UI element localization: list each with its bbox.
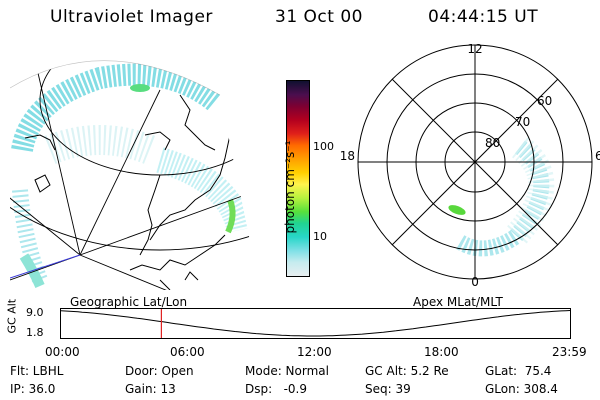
status-door: Door: Open (125, 364, 194, 378)
auroral-emission (11, 63, 253, 288)
x-tick-0000: 00:00 (45, 345, 80, 359)
mlt-label-12: 12 (467, 42, 482, 56)
left-panel-caption: Geographic Lat/Lon (70, 295, 188, 309)
colorbar-gradient (287, 81, 309, 276)
x-tick-1800: 18:00 (424, 345, 459, 359)
status-mode: Mode: Normal (245, 364, 329, 378)
mlt-label-0: 0 (471, 275, 479, 289)
y-tick-9: 9.0 (26, 306, 44, 319)
mlat-label-70: 70 (515, 115, 530, 129)
status-filter: Flt: LBHL (10, 364, 64, 378)
mlt-label-18: 18 (340, 149, 355, 163)
observation-time: 04:44:15 UT (428, 7, 539, 27)
polar-mlt-plot: 12 0 18 6 60 70 80 (340, 42, 600, 289)
status-dsp: Dsp: -0.9 (245, 382, 308, 396)
status-gain: Gain: 13 (125, 382, 176, 396)
altitude-timeline (60, 308, 571, 339)
status-ip: IP: 36.0 (10, 382, 56, 396)
y-tick-1-8: 1.8 (26, 326, 44, 339)
graticule (10, 60, 260, 290)
coastlines (24, 94, 236, 290)
right-panel-caption: Apex MLat/MLT (413, 295, 503, 309)
x-tick-0600: 06:00 (170, 345, 205, 359)
colorbar-unit-label: photon cm⁻²s⁻¹ (283, 140, 297, 234)
mlat-label-80: 80 (485, 136, 500, 150)
x-tick-2359: 23:59 (552, 345, 587, 359)
observation-date: 31 Oct 00 (275, 7, 363, 27)
mlat-label-60: 60 (537, 94, 552, 108)
imager-title: Ultraviolet Imager (50, 7, 213, 27)
status-seq: Seq: 39 (365, 382, 411, 396)
geographic-map (10, 60, 260, 290)
status-gc-alt: GC Alt: 5.2 Re (365, 364, 449, 378)
colorbar-tick-10: 10 (313, 230, 327, 243)
mlt-label-6: 6 (595, 149, 600, 163)
colorbar-tick-100: 100 (313, 140, 334, 153)
altitude-curve (60, 310, 571, 337)
status-glon: GLon: 308.4 (485, 382, 558, 396)
colorbar (286, 80, 310, 277)
polar-auroral-emission (448, 136, 555, 257)
status-glat: GLat: 75.4 (485, 364, 552, 378)
gc-alt-axis-title: GC Alt (5, 298, 19, 334)
x-tick-1200: 12:00 (297, 345, 332, 359)
